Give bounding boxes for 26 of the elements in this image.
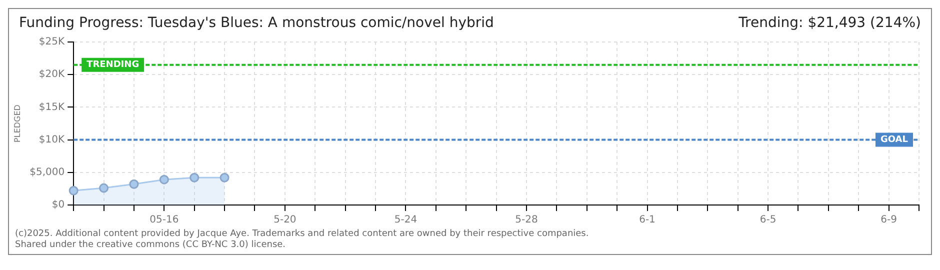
text: (c)2025. Additional content provided by Jacque Aye. Trademarks and related content are owned by their respective companies. [15, 229, 590, 240]
point [99, 183, 109, 193]
point [159, 174, 169, 184]
chart-title: Funding Progress: Tuesday's Blues: A monstrous comic/novel hybrid [19, 15, 494, 31]
x-tick-label: 5-28 [515, 214, 538, 226]
y-tick-label: $20K [38, 69, 66, 80]
point [220, 172, 230, 182]
x-tick-label: 6-1 [639, 214, 656, 226]
y-tick-label: $15K [38, 102, 66, 113]
x-tick-label: 5-24 [394, 214, 418, 226]
point [129, 179, 139, 189]
y-tick-label: $25K [38, 36, 66, 48]
point [190, 172, 200, 182]
y-axis-title: PLEDGED [12, 104, 22, 142]
x-tick-label: 6-5 [760, 214, 776, 226]
ref-line-label: GOAL [880, 135, 908, 146]
x-tick-label: 5-20 [274, 214, 296, 226]
y-tick-label: $10K [38, 134, 66, 146]
ref-line-label: TRENDING [86, 60, 140, 70]
text: Shared under the creative commons (CC BY-NC 3.0) license. [15, 240, 287, 251]
point [68, 186, 78, 196]
y-tick-label: $5,000 [30, 166, 65, 178]
x-tick-label: 6-9 [880, 214, 897, 226]
y-tick-label: $0 [52, 200, 65, 211]
x-tick-label: 05-16 [150, 214, 179, 226]
chart-subtitle: Trending: $21,493 (214%) [738, 15, 921, 31]
